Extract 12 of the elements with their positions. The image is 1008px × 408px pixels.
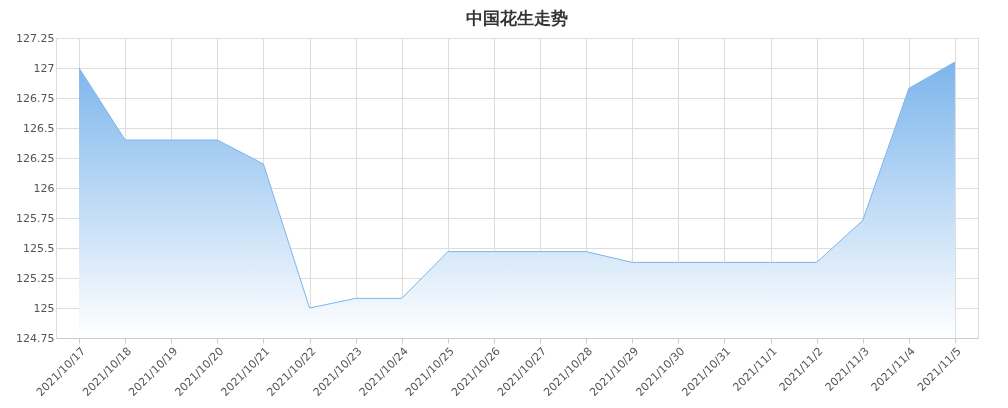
y-tick-label: 125.5 [23, 241, 55, 255]
chart-title: 中国花生走势 [466, 8, 568, 28]
y-tick-label: 126.5 [23, 121, 55, 135]
y-tick-label: 125.25 [16, 271, 55, 285]
y-tick-label: 126.75 [16, 91, 55, 105]
y-tick-label: 124.75 [16, 331, 55, 345]
y-tick-label: 127 [33, 61, 55, 75]
y-tick-label: 126.25 [16, 151, 55, 165]
y-tick-label: 125 [33, 301, 55, 315]
y-tick-label: 126 [33, 181, 55, 195]
y-tick-label: 125.75 [16, 211, 55, 225]
y-tick-label: 127.25 [16, 31, 55, 45]
